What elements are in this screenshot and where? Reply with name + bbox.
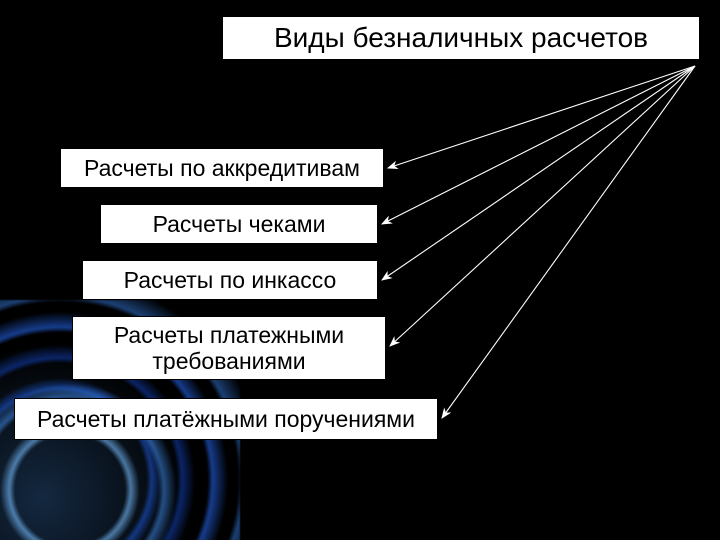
arrow-line xyxy=(382,66,695,224)
item-box: Расчеты платежными требованиями xyxy=(72,316,386,380)
item-box: Расчеты чеками xyxy=(100,204,378,244)
arrow-line xyxy=(382,66,695,280)
slide-title: Виды безналичных расчетов xyxy=(222,16,700,60)
item-box: Расчеты по инкассо xyxy=(82,260,378,300)
slide: Виды безналичных расчетов Расчеты по акк… xyxy=(0,0,720,540)
arrow-lines xyxy=(382,66,695,418)
arrow-line xyxy=(442,66,695,418)
arrow-line xyxy=(390,66,695,346)
item-box: Расчеты по аккредитивам xyxy=(60,148,384,188)
decorative-swirl-inner xyxy=(0,360,200,540)
item-box: Расчеты платёжными поручениями xyxy=(14,398,438,440)
arrow-line xyxy=(388,66,695,168)
